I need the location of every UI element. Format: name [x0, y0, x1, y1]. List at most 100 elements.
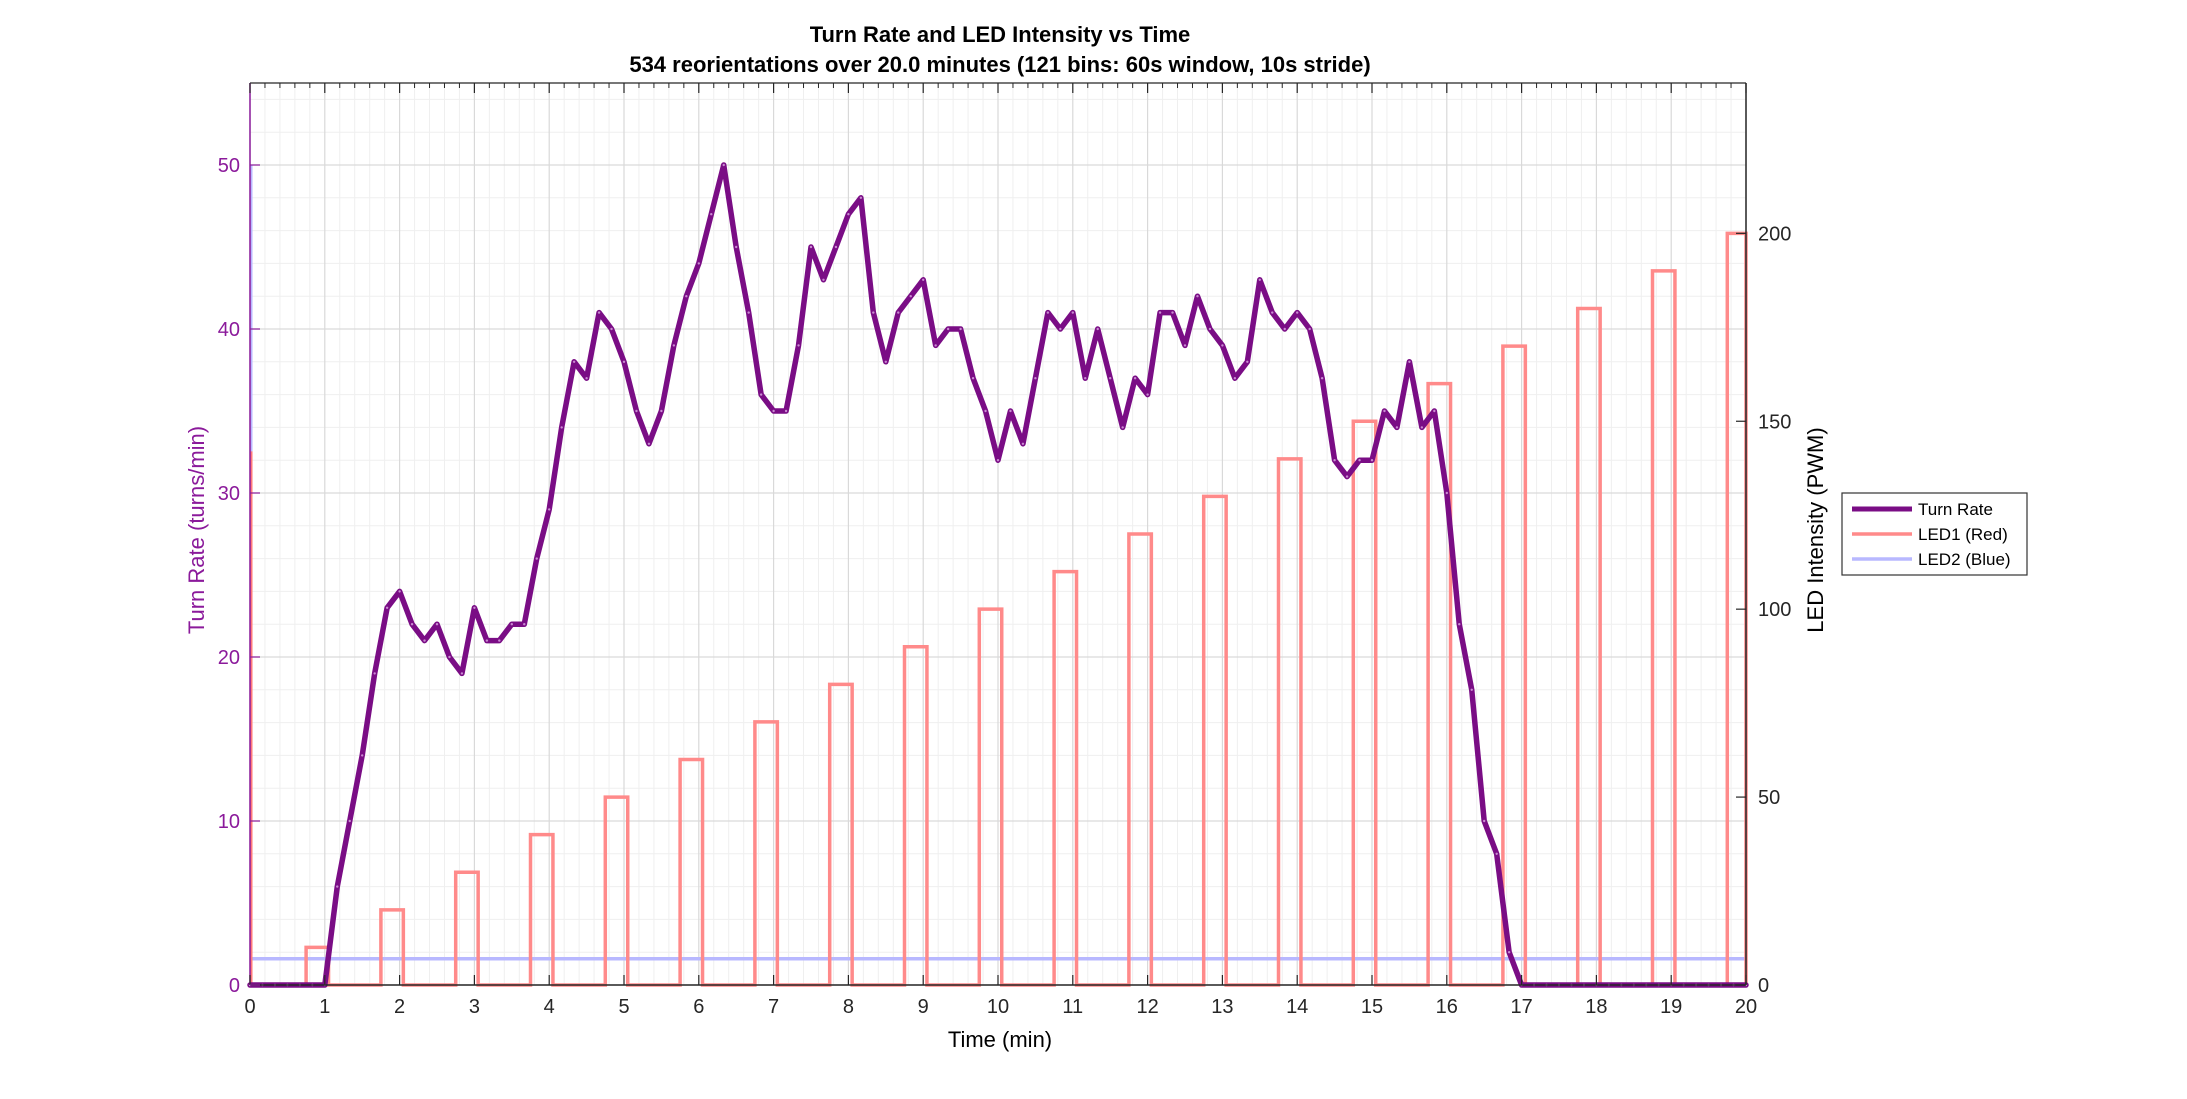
turn-rate-point: [1258, 278, 1262, 281]
x-tick-label: 0: [244, 996, 255, 1018]
legend-label-turn-rate: Turn Rate: [1918, 500, 1993, 519]
turn-rate-point: [1021, 442, 1025, 445]
turn-rate-point: [460, 672, 464, 675]
turn-rate-point: [535, 557, 538, 560]
turn-rate-point: [897, 311, 900, 314]
x-tick-label: 10: [987, 996, 1009, 1018]
turn-rate-point: [1271, 311, 1274, 314]
y-left-tick-label: 50: [218, 155, 240, 177]
x-tick-label: 7: [768, 996, 779, 1018]
turn-rate-point: [385, 606, 389, 609]
y-right-tick-label: 150: [1758, 411, 1791, 433]
turn-rate-point: [909, 295, 912, 298]
x-tick-label: 14: [1286, 996, 1308, 1018]
turn-rate-point: [735, 245, 738, 249]
turn-rate-point: [585, 377, 588, 380]
turn-rate-point: [1109, 377, 1112, 380]
legend-label-led1: LED1 (Red): [1918, 525, 2008, 544]
turn-rate-point: [660, 409, 663, 413]
turn-rate-point: [1383, 409, 1386, 413]
turn-rate-point: [1133, 377, 1137, 380]
turn-rate-point: [572, 360, 576, 363]
turn-rate-point: [373, 672, 376, 675]
y-left-tick-label: 0: [229, 975, 240, 997]
turn-rate-point: [710, 213, 713, 216]
turn-rate-point: [510, 623, 513, 626]
y-left-tick-label: 40: [218, 319, 240, 341]
turn-rate-point: [1495, 852, 1498, 855]
turn-rate-point: [872, 311, 875, 314]
x-tick-label: 1: [319, 996, 330, 1018]
turn-rate-point: [1408, 360, 1411, 363]
turn-rate-point: [1445, 491, 1449, 495]
x-tick-label: 12: [1136, 996, 1158, 1018]
turn-rate-point: [473, 606, 476, 609]
turn-rate-point: [647, 442, 651, 445]
turn-rate-point: [1333, 459, 1336, 462]
turn-rate-point: [1308, 327, 1311, 331]
y-left-tick-label: 10: [218, 811, 240, 833]
turn-rate-point: [672, 344, 676, 347]
x-tick-label: 5: [618, 996, 629, 1018]
turn-rate-point: [922, 278, 925, 281]
turn-rate-point: [946, 327, 950, 331]
turn-rate-point: [1146, 393, 1149, 396]
turn-rate-point: [1158, 311, 1162, 314]
turn-rate-point: [485, 639, 489, 642]
turn-rate-point: [884, 360, 887, 363]
turn-rate-point: [1084, 377, 1087, 380]
turn-rate-point: [635, 409, 638, 413]
turn-rate-point: [1009, 409, 1012, 413]
turn-rate-point: [1358, 459, 1361, 462]
turn-rate-point: [847, 213, 850, 216]
turn-rate-point: [834, 245, 838, 249]
y-right-tick-label: 0: [1758, 975, 1769, 997]
turn-rate-point: [697, 262, 700, 265]
turn-rate-point: [822, 278, 825, 281]
turn-rate-point: [548, 508, 551, 511]
x-tick-label: 9: [918, 996, 929, 1018]
turn-rate-point: [1395, 426, 1399, 429]
turn-rate-point: [784, 409, 788, 413]
turn-rate-point: [797, 344, 800, 347]
y-left-axis-label: Turn Rate (turns/min): [184, 426, 209, 634]
x-tick-label: 3: [469, 996, 480, 1018]
turn-rate-point: [1433, 409, 1436, 413]
turn-rate-point: [398, 590, 401, 593]
x-tick-label: 16: [1436, 996, 1458, 1018]
turn-rate-point: [996, 459, 1000, 462]
x-tick-label: 2: [394, 996, 405, 1018]
turn-rate-point: [1183, 344, 1187, 347]
turn-rate-point: [772, 409, 775, 413]
turn-rate-point: [1483, 819, 1486, 823]
y-right-tick-label: 200: [1758, 223, 1791, 245]
turn-rate-point: [722, 163, 725, 167]
axes: 0 1 2 3 4 5 6 7 8 9 10 11 12 13 14 15 16 17 18 19 2001020304…: [218, 82, 1791, 1018]
x-tick-label: 6: [693, 996, 704, 1018]
turn-rate-point: [859, 196, 863, 199]
turn-rate-point: [1283, 327, 1286, 331]
turn-rate-point: [597, 311, 601, 314]
grid: [249, 83, 1747, 986]
turn-rate-point: [1034, 377, 1037, 380]
turn-rate-point: [1246, 360, 1249, 363]
turn-rate-point: [410, 623, 414, 626]
y-left-tick-label: 20: [218, 647, 240, 669]
turn-rate-point: [959, 327, 962, 331]
y-left-tick-label: 30: [218, 483, 240, 505]
x-axis-label: Time (min): [948, 1027, 1052, 1052]
turn-rate-point: [1370, 459, 1374, 462]
turn-rate-point: [1196, 295, 1199, 298]
turn-rate-point: [336, 885, 339, 888]
turn-rate-point: [1420, 426, 1424, 429]
turn-rate-point: [759, 393, 763, 396]
chart-title: Turn Rate and LED Intensity vs Time: [810, 22, 1191, 47]
x-tick-label: 13: [1211, 996, 1233, 1018]
turn-rate-point: [1096, 327, 1099, 331]
turn-rate-point: [1470, 688, 1473, 691]
x-tick-label: 19: [1660, 996, 1682, 1018]
turn-rate-point: [622, 360, 626, 363]
turn-rate-point: [423, 639, 426, 642]
turn-rate-point: [685, 295, 688, 298]
